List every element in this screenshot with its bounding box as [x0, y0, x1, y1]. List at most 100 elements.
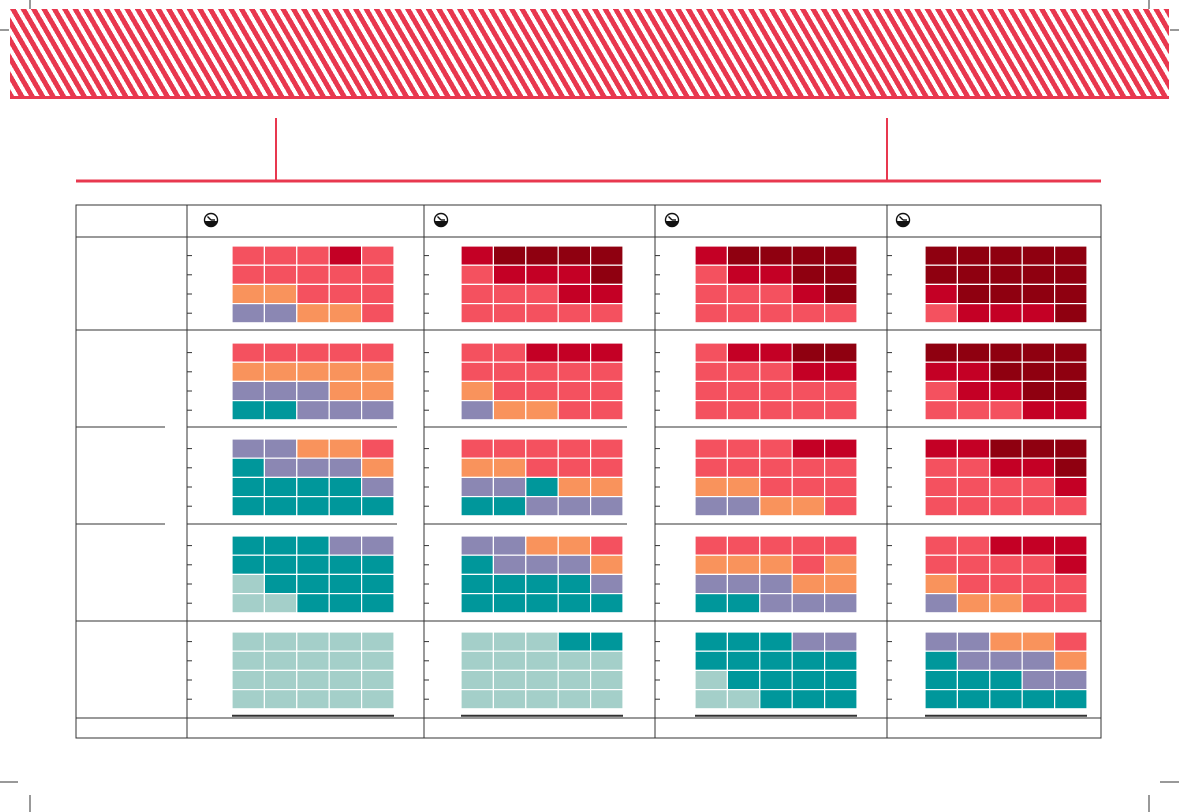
heatmap-cell	[924, 264, 959, 286]
heatmap-cell	[1053, 650, 1088, 672]
heatmap-cell	[492, 592, 527, 614]
heatmap-cell	[956, 342, 991, 363]
heatmap-cell	[1021, 361, 1056, 383]
heatmap-cell	[726, 361, 761, 383]
heatmap-cell	[759, 592, 793, 614]
heatmap-cell	[726, 592, 761, 614]
heatmap-cell	[492, 476, 527, 498]
heatmap-cell	[694, 438, 729, 459]
heatmap-panel	[231, 438, 395, 517]
heatmap-cell	[823, 592, 858, 614]
heatmap-cell	[460, 303, 495, 324]
heatmap-cell	[823, 669, 858, 691]
heatmap-cell	[694, 303, 729, 324]
heatmap-cell	[525, 650, 559, 672]
heatmap-cell	[525, 245, 559, 266]
heatmap-cell	[525, 554, 559, 576]
heatmap-cell	[956, 400, 991, 421]
heatmap-cell	[726, 264, 761, 286]
heatmap-cell	[557, 650, 592, 672]
heatmap-cell	[1021, 688, 1056, 710]
heatmap-cell	[231, 631, 266, 652]
heatmap-panel	[694, 631, 858, 710]
clock-icon	[203, 212, 219, 228]
heatmap-cell	[956, 457, 991, 479]
heatmap-cell	[231, 283, 266, 305]
tick-marks	[187, 255, 1087, 717]
heatmap-cell	[492, 554, 527, 576]
heatmap-cell	[361, 592, 395, 614]
icon-hand	[899, 216, 904, 221]
heatmap-cell	[525, 496, 559, 517]
heatmap-cell	[589, 650, 624, 672]
heatmap-cell	[989, 457, 1023, 479]
heatmap-cell	[694, 669, 729, 691]
heatmap-cell	[726, 650, 761, 672]
heatmap-cell	[460, 554, 495, 576]
heatmap-cell	[361, 245, 395, 266]
heatmap-cell	[726, 573, 761, 595]
heatmap-cell	[726, 380, 761, 402]
heatmap-cell	[694, 245, 729, 266]
heatmap-cell	[694, 361, 729, 383]
heatmap-cell	[759, 688, 793, 710]
heatmap-cell	[924, 380, 959, 402]
heatmap-cell	[231, 688, 266, 710]
heatmap-cell	[263, 573, 298, 595]
heatmap-cell	[361, 380, 395, 402]
heatmap-cell	[694, 650, 729, 672]
heatmap-cell	[460, 592, 495, 614]
heatmap-cell	[328, 476, 363, 498]
heatmap-cell	[726, 631, 761, 652]
heatmap-panel	[231, 342, 395, 421]
heatmap-cell	[589, 283, 624, 305]
heatmap-cell	[525, 438, 559, 459]
heatmap-cell	[694, 457, 729, 479]
heatmap-cell	[726, 496, 761, 517]
heatmap-cell	[759, 631, 793, 652]
heatmap-cell	[328, 438, 363, 459]
heatmap-cell	[263, 457, 298, 479]
heatmap-cell	[296, 535, 330, 556]
heatmap-cell	[460, 245, 495, 266]
heatmap-cell	[231, 573, 266, 595]
heatmap-cell	[525, 283, 559, 305]
heatmap-panel	[460, 438, 624, 517]
heatmap-cell	[1053, 283, 1088, 305]
heatmap-cell	[263, 342, 298, 363]
heatmap-cell	[989, 669, 1023, 691]
heatmap-cell	[791, 264, 826, 286]
heatmap-cell	[1053, 457, 1088, 479]
heatmap-cell	[231, 650, 266, 672]
heatmap-cell	[328, 264, 363, 286]
heatmap-cell	[924, 592, 959, 614]
heatmap-cell	[589, 476, 624, 498]
heatmap-cell	[694, 688, 729, 710]
heatmap-cell	[791, 283, 826, 305]
heatmap-cell	[328, 573, 363, 595]
heatmap-cell	[492, 283, 527, 305]
heatmap-cell	[823, 380, 858, 402]
heatmap-cell	[460, 457, 495, 479]
heatmap-cell	[460, 496, 495, 517]
heatmap-cell	[557, 245, 592, 266]
heatmap-cell	[791, 476, 826, 498]
heatmap-cell	[460, 573, 495, 595]
heatmap-cell	[361, 554, 395, 576]
heatmap-cell	[589, 245, 624, 266]
heatmap-cell	[726, 535, 761, 556]
heatmap-panel	[694, 438, 858, 517]
heatmap-cell	[263, 264, 298, 286]
heatmap-cell	[231, 264, 266, 286]
heatmap-cell	[557, 554, 592, 576]
heatmap-cell	[296, 400, 330, 421]
heatmap-cell	[759, 438, 793, 459]
heatmap-cell	[791, 342, 826, 363]
heatmap-cell	[989, 496, 1023, 517]
heatmap-cell	[1021, 496, 1056, 517]
heatmap-cell	[726, 303, 761, 324]
heatmap-cell	[759, 496, 793, 517]
heatmap-cell	[263, 283, 298, 305]
heatmap-cell	[263, 438, 298, 459]
heatmap-cell	[989, 573, 1023, 595]
